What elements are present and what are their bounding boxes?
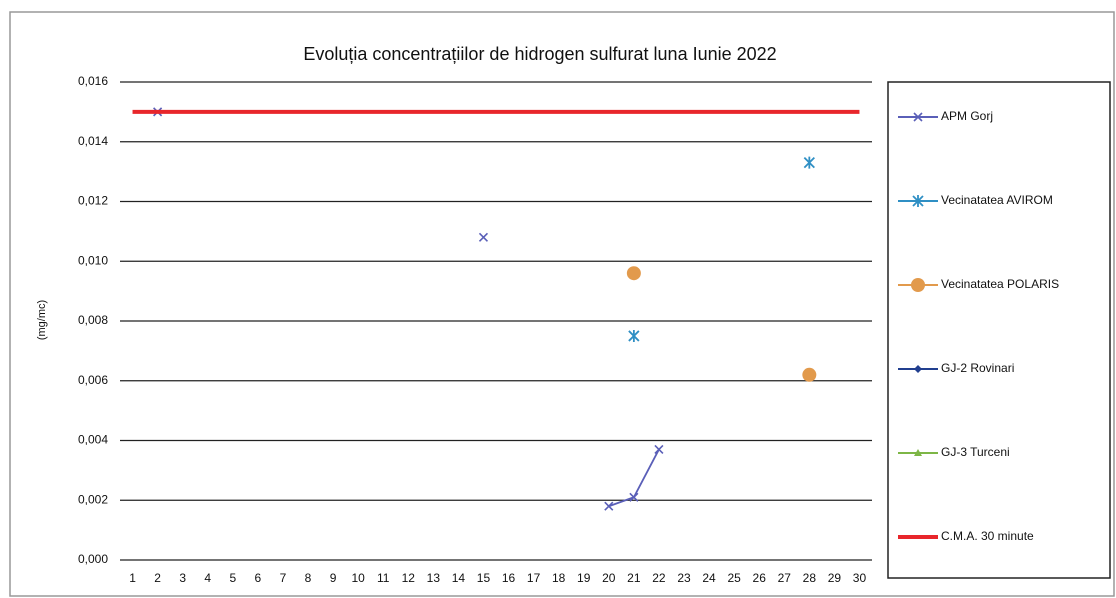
x-tick-label: 22 <box>652 571 666 585</box>
y-tick-label: 0,014 <box>78 134 108 148</box>
y-tick-label: 0,008 <box>78 313 108 327</box>
marker <box>629 492 639 502</box>
marker <box>911 278 925 292</box>
x-tick-label: 30 <box>853 571 867 585</box>
x-tick-label: 16 <box>502 571 516 585</box>
marker <box>478 232 489 242</box>
chart-title: Evoluția concentrațiilor de hidrogen sul… <box>303 44 776 64</box>
x-tick-label: 13 <box>427 571 441 585</box>
marker <box>912 195 924 207</box>
x-tick-label: 14 <box>452 571 466 585</box>
x-tick-label: 20 <box>602 571 616 585</box>
x-tick-label: 9 <box>330 571 337 585</box>
x-tick-label: 27 <box>778 571 792 585</box>
x-tick-label: 15 <box>477 571 491 585</box>
x-tick-label: 10 <box>351 571 365 585</box>
x-tick-label: 4 <box>204 571 211 585</box>
legend-label: C.M.A. 30 minute <box>941 529 1034 543</box>
y-axis-label: (mg/mc) <box>36 300 48 340</box>
y-tick-label: 0,012 <box>78 194 108 208</box>
x-tick-label: 23 <box>677 571 691 585</box>
marker <box>628 329 640 342</box>
y-tick-label: 0,000 <box>78 552 108 566</box>
x-tick-label: 12 <box>402 571 416 585</box>
y-tick-label: 0,004 <box>78 433 108 447</box>
legend-box <box>887 81 1111 579</box>
x-tick-label: 26 <box>753 571 767 585</box>
x-tick-label: 3 <box>179 571 186 585</box>
x-tick-label: 6 <box>255 571 262 585</box>
marker <box>914 449 922 456</box>
x-tick-label: 17 <box>527 571 541 585</box>
x-tick-label: 8 <box>305 571 312 585</box>
x-tick-label: 5 <box>229 571 236 585</box>
legend-label: GJ-3 Turceni <box>941 445 1010 459</box>
legend-label: GJ-2 Rovinari <box>941 361 1014 375</box>
marker <box>914 365 922 373</box>
legend-label: Vecinatatea POLARIS <box>941 277 1059 291</box>
marker <box>802 367 817 382</box>
x-tick-label: 19 <box>577 571 591 585</box>
x-tick-label: 21 <box>627 571 641 585</box>
marker <box>604 501 614 511</box>
y-tick-label: 0,010 <box>78 253 108 267</box>
legend-label: APM Gorj <box>941 109 993 123</box>
y-tick-label: 0,016 <box>78 74 108 88</box>
x-tick-label: 2 <box>154 571 161 585</box>
x-tick-label: 29 <box>828 571 842 585</box>
x-tick-label: 11 <box>377 571 390 585</box>
x-tick-label: 18 <box>552 571 566 585</box>
x-tick-label: 25 <box>727 571 741 585</box>
marker <box>913 112 923 122</box>
marker <box>654 444 664 455</box>
y-tick-label: 0,006 <box>78 373 108 387</box>
marker <box>803 156 815 169</box>
y-tick-label: 0,002 <box>78 492 108 506</box>
x-tick-label: 24 <box>702 571 716 585</box>
legend-label: Vecinatatea AVIROM <box>941 193 1053 207</box>
x-tick-label: 28 <box>803 571 817 585</box>
x-tick-label: 7 <box>280 571 287 585</box>
x-tick-label: 1 <box>129 571 136 585</box>
marker <box>626 266 641 281</box>
